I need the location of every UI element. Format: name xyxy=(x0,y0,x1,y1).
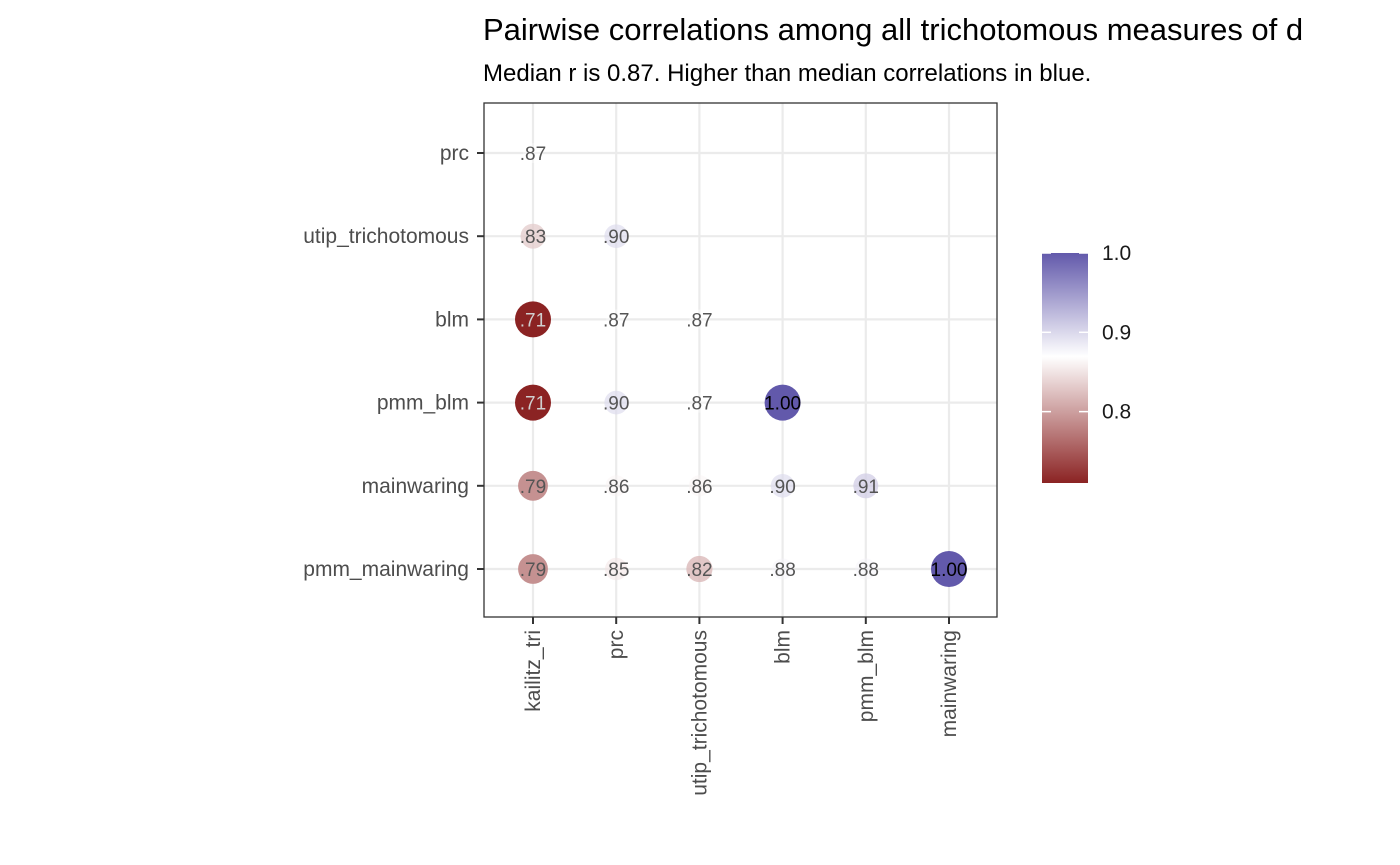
correlation-point xyxy=(604,224,629,249)
legend-label: 0.8 xyxy=(1102,401,1131,424)
correlation-point xyxy=(518,470,548,501)
x-tick-label: blm xyxy=(772,630,795,664)
correlation-point xyxy=(605,475,627,497)
correlation-point xyxy=(689,392,710,413)
x-tick-label: pmm_blm xyxy=(855,630,878,722)
correlation-value-label: .71 xyxy=(520,310,546,331)
x-tick-label: kailitz_tri xyxy=(522,630,545,712)
correlation-value-label: .86 xyxy=(603,477,629,498)
chart-subtitle: Median r is 0.87. Higher than median cor… xyxy=(483,60,1091,87)
correlation-point xyxy=(604,557,628,581)
correlation-point xyxy=(855,558,877,580)
y-tick-label: prc xyxy=(440,142,469,165)
correlation-point xyxy=(515,301,551,338)
plot-panel: .87 .83 .90 .71 .87 .87 .71 .90 .87 1.00 .79 .86 .86… xyxy=(303,102,998,796)
panel-border xyxy=(483,102,998,618)
correlation-value-label: .87 xyxy=(603,310,629,331)
correlation-point xyxy=(689,309,710,330)
correlation-value-label: .87 xyxy=(686,310,712,331)
chart-title: Pairwise correlations among all trichoto… xyxy=(483,12,1303,47)
correlation-point xyxy=(771,558,794,580)
correlation-point xyxy=(518,554,548,584)
correlation-value-label: .91 xyxy=(853,477,879,498)
correlation-value-label: .83 xyxy=(520,227,546,248)
x-tick-label: utip_trichotomous xyxy=(688,630,711,796)
y-tick-label: pmm_mainwaring xyxy=(303,558,469,581)
y-tick-label: utip_trichotomous xyxy=(303,225,469,248)
correlation-point xyxy=(523,143,543,163)
correlation-point xyxy=(520,223,546,249)
color-legend: 0.8 0.9 1.0 xyxy=(1042,242,1131,483)
correlation-point xyxy=(604,390,629,415)
legend-colorbar xyxy=(1042,253,1088,483)
legend-label: 1.0 xyxy=(1102,242,1131,265)
correlation-value-label: .88 xyxy=(769,560,795,581)
correlation-value-label: 1.00 xyxy=(931,560,968,581)
correlation-value-label: 1.00 xyxy=(764,394,801,415)
correlation-value-label: .79 xyxy=(520,477,546,498)
correlation-point xyxy=(688,475,711,497)
correlation-point xyxy=(515,384,551,421)
legend-label: 0.9 xyxy=(1102,321,1131,344)
correlation-value-label: .90 xyxy=(769,477,795,498)
correlation-value-label: .79 xyxy=(520,560,546,581)
correlation-point xyxy=(853,473,879,499)
correlation-value-label: .87 xyxy=(686,394,712,415)
y-tick-label: pmm_blm xyxy=(377,392,469,415)
y-tick-label: blm xyxy=(435,308,469,331)
correlation-value-label: .82 xyxy=(686,560,712,581)
x-tick-label: mainwaring xyxy=(938,630,961,737)
correlation-value-label: .90 xyxy=(603,394,629,415)
correlation-value-label: .87 xyxy=(520,144,546,165)
correlation-value-label: .85 xyxy=(603,560,629,581)
y-tick-label: mainwaring xyxy=(362,475,469,498)
correlation-value-label: .86 xyxy=(686,477,712,498)
correlation-point xyxy=(686,555,713,583)
x-tick-label: prc xyxy=(605,630,628,659)
correlation-point xyxy=(770,473,795,498)
correlation-point xyxy=(931,551,967,587)
correlation-value-label: .71 xyxy=(520,394,546,415)
correlation-value-label: .90 xyxy=(603,227,629,248)
panel-background xyxy=(484,103,997,617)
correlation-value-label: .88 xyxy=(853,560,879,581)
correlation-point xyxy=(764,384,801,421)
correlation-point xyxy=(606,309,627,330)
